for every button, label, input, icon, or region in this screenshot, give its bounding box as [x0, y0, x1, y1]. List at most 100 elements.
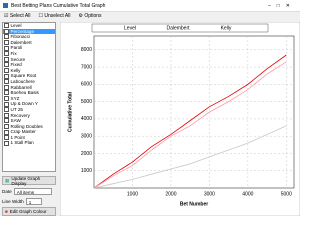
checkbox[interactable]: [4, 129, 9, 135]
list-item[interactable]: Kelly: [3, 68, 55, 74]
x-tick-label: 5000: [281, 191, 292, 197]
checkbox[interactable]: [4, 107, 9, 113]
checkbox[interactable]: [4, 34, 9, 40]
options[interactable]: ⚙ Options: [78, 13, 102, 19]
item-label: XYZ: [10, 95, 20, 101]
unselect-all[interactable]: ☐ Unselect All: [38, 13, 71, 19]
toolbar: ☑ Select All ☐ Unselect All ⚙ Options: [0, 11, 300, 21]
item-label: Kelly: [10, 67, 21, 73]
list-item[interactable]: Fix: [3, 51, 55, 57]
legend-label: Kelly: [221, 25, 232, 31]
window-title: Best Betting Plans Cumulative Total Grap…: [11, 2, 106, 9]
list-item[interactable]: Fixed: [3, 62, 55, 68]
line-width-input[interactable]: 1: [25, 198, 42, 205]
item-label: 1 Stall Plan: [10, 140, 34, 146]
update-button[interactable]: ▦ Update Graph Display: [2, 175, 56, 186]
list-item[interactable]: Labouchere: [3, 79, 55, 85]
unselect-all-label: Unselect All: [44, 13, 71, 19]
date-select[interactable]: All items: [13, 188, 52, 195]
checkbox[interactable]: [4, 90, 9, 96]
x-tick-label: 2000: [165, 191, 176, 197]
list-item[interactable]: Rolling Doubles: [3, 124, 55, 130]
list-item[interactable]: Percentage: [3, 28, 55, 35]
list-item[interactable]: UT 25: [3, 107, 55, 113]
checkbox[interactable]: [4, 23, 9, 29]
y-axis-label: Cumulative Total: [67, 91, 73, 132]
edit-colour-button[interactable]: ■ Edit Graph Colour: [2, 207, 56, 216]
series-line: [93, 125, 287, 189]
item-label: Square Root: [10, 73, 37, 79]
select-all[interactable]: ☑ Select All: [4, 13, 31, 19]
x-axis-label: Bet Number: [180, 201, 208, 207]
checkbox[interactable]: [4, 112, 9, 118]
checkbox[interactable]: [4, 28, 9, 34]
y-tick-label: 4000: [81, 116, 92, 122]
checkbox[interactable]: [4, 62, 9, 68]
checkbox[interactable]: [4, 101, 9, 107]
list-item[interactable]: Paroli: [3, 45, 55, 51]
edit-colour-label: Edit Graph Colour: [9, 209, 47, 214]
y-tick-label: 5000: [81, 99, 92, 105]
date-label: Date: [2, 189, 12, 194]
y-tick-label: 6000: [81, 82, 92, 88]
side-panel: Level Percentage Fibonacci Dalembert Paroli F…: [0, 22, 58, 216]
item-label: Rabbarrell: [10, 84, 32, 90]
list-item[interactable]: Recovery: [3, 113, 55, 119]
chart: 1000 2000 3000 4000 5000 6000 7000 8000 1000 2000…: [60, 22, 300, 216]
list-item[interactable]: SAW: [3, 118, 55, 124]
checkbox[interactable]: [4, 79, 9, 85]
x-tick-label: 3000: [204, 191, 215, 197]
x-tick-label: 1000: [127, 191, 138, 197]
checkbox[interactable]: [4, 123, 9, 129]
checkbox[interactable]: [4, 73, 9, 79]
checkbox[interactable]: [4, 135, 9, 141]
list-item[interactable]: Fibonacci: [3, 34, 55, 40]
item-label: Recovery: [10, 112, 30, 118]
select-all-label: Select All: [9, 13, 31, 19]
title-bar: Best Betting Plans Cumulative Total Grap…: [0, 0, 300, 12]
line-width-row: Line Width 1: [2, 198, 42, 205]
list-item[interactable]: Up & Down Y: [3, 101, 55, 107]
checkbox[interactable]: [4, 140, 9, 146]
app-icon: [3, 3, 8, 8]
checkbox[interactable]: [4, 84, 9, 90]
item-label: SAW: [10, 118, 21, 124]
plan-list[interactable]: Level Percentage Fibonacci Dalembert Paroli F…: [2, 22, 56, 172]
date-row: Date All items: [2, 188, 52, 195]
item-label: Fibonacci: [10, 34, 31, 40]
list-item[interactable]: Boeheu Basis: [3, 90, 55, 96]
series-line: [93, 54, 287, 189]
item-label: Up & Down Y: [10, 101, 39, 107]
list-item[interactable]: Crap Master: [3, 129, 55, 135]
checkbox[interactable]: [4, 56, 9, 62]
item-label: Rolling Doubles: [10, 123, 43, 129]
checkbox[interactable]: [4, 51, 9, 57]
y-tick-label: 2000: [81, 151, 92, 157]
checkbox[interactable]: [4, 68, 9, 74]
list-item[interactable]: Level: [3, 23, 55, 29]
checkbox[interactable]: [4, 118, 9, 124]
checkbox[interactable]: [4, 96, 9, 102]
item-label: Percentage: [10, 28, 35, 34]
y-tick-label: 8000: [81, 47, 92, 53]
list-item[interactable]: Rabbarrell: [3, 85, 55, 91]
list-item[interactable]: Secure: [3, 57, 55, 63]
item-label: Labouchere: [10, 78, 35, 84]
y-tick-label: 3000: [81, 134, 92, 140]
item-label: Paroli: [10, 45, 23, 51]
item-label: 1 Point: [10, 134, 25, 140]
update-label: Update Graph Display: [11, 175, 41, 186]
list-item[interactable]: 1 Point: [3, 135, 55, 141]
x-tick-label: 4000: [242, 191, 253, 197]
window-controls[interactable]: –□✕: [268, 2, 296, 9]
item-label: Crap Master: [10, 129, 36, 135]
item-label: UT 25: [10, 106, 23, 112]
item-label: Secure: [10, 56, 26, 62]
list-item[interactable]: Dalembert: [3, 40, 55, 46]
list-item[interactable]: XYZ: [3, 96, 55, 102]
checkbox[interactable]: [4, 40, 9, 46]
list-item[interactable]: 1 Stall Plan: [3, 140, 55, 146]
list-item[interactable]: Square Root: [3, 73, 55, 79]
window: Best Betting Plans Cumulative Total Grap…: [0, 0, 300, 216]
checkbox[interactable]: [4, 45, 9, 51]
